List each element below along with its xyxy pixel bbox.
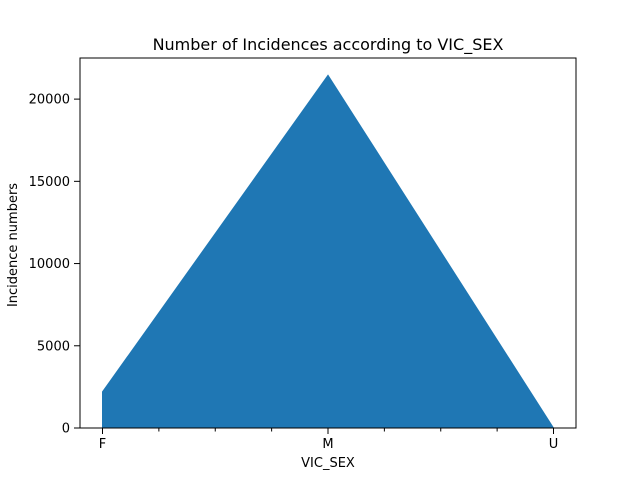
- y-tick-label-5000: 5000: [37, 339, 70, 354]
- y-tick-label-0: 0: [62, 422, 70, 437]
- x-tick-label-F: F: [99, 437, 106, 452]
- plot-frame: [79, 57, 577, 429]
- y-tick-label-15000: 15000: [29, 175, 70, 190]
- y-tick-label-20000: 20000: [29, 93, 70, 108]
- x-tick-label-M: M: [322, 437, 333, 452]
- y-axis-label: Incidence numbers: [6, 183, 21, 307]
- x-tick-label-U: U: [549, 437, 559, 452]
- x-axis-label: VIC_SEX: [301, 456, 355, 471]
- chart-title: Number of Incidences according to VIC_SE…: [153, 35, 504, 55]
- y-tick-label-10000: 10000: [29, 257, 70, 272]
- y-axis: 0 5000 10000 15000 20000: [29, 93, 80, 437]
